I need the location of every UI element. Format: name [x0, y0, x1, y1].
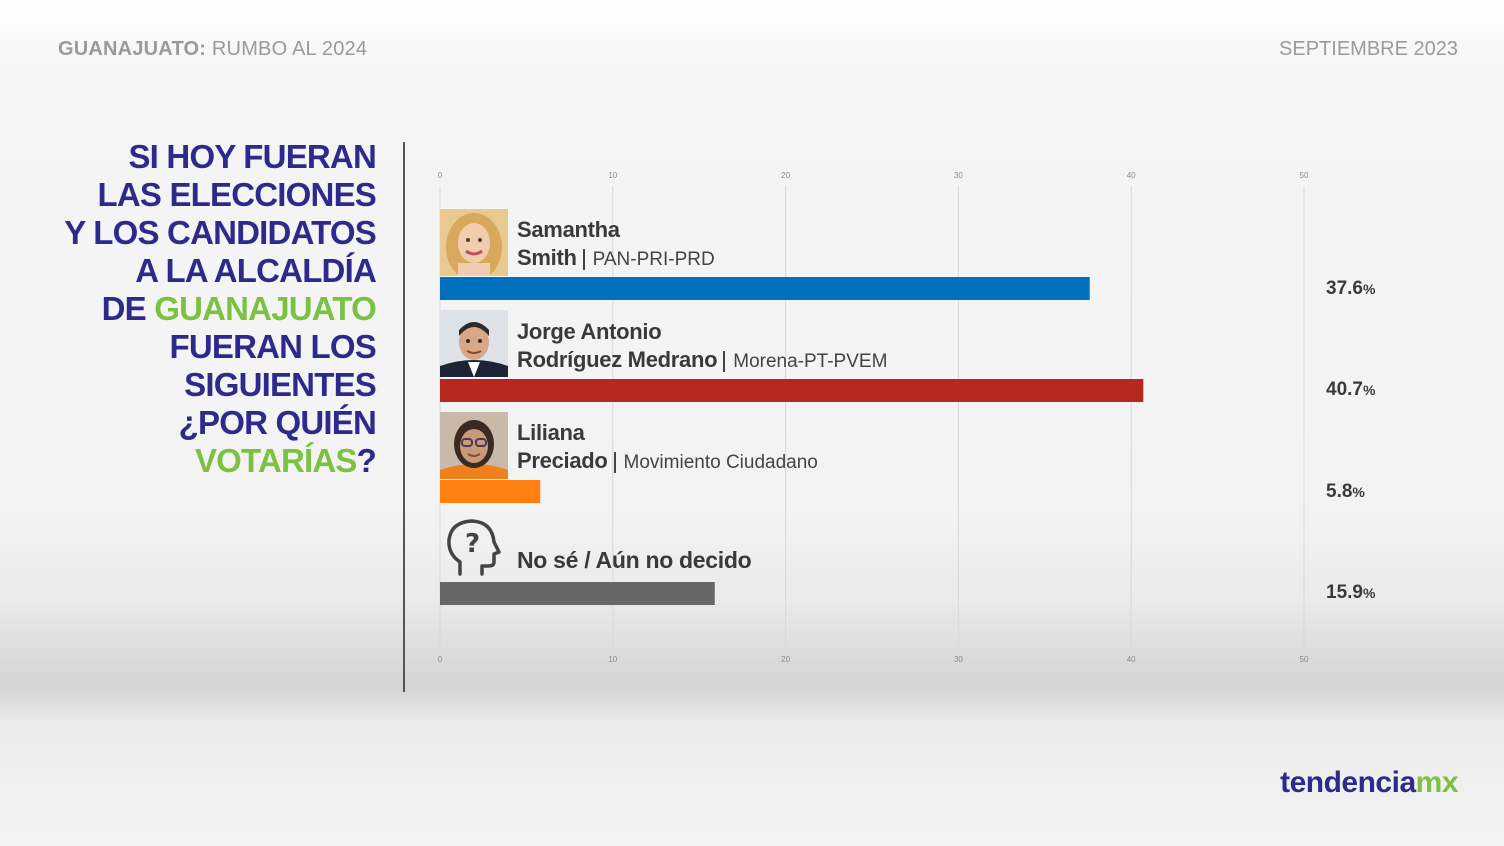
- question-line-8: ¿POR QUIÉN: [178, 404, 377, 441]
- candidate-last-name: Rodríguez Medrano: [517, 347, 718, 372]
- percentage-unit: %: [1362, 281, 1376, 297]
- bar-4: [440, 582, 715, 605]
- percentage-label-samantha: 37.6%: [1326, 278, 1375, 300]
- tick-label-bottom-0: 0: [438, 655, 443, 664]
- percentage-value: 40.7: [1326, 379, 1363, 400]
- tick-label-top-10: 10: [608, 171, 617, 180]
- percentage-unit: %: [1352, 484, 1365, 500]
- question-line-7: SIGUIENTES: [184, 366, 377, 403]
- head-question-icon: ?: [440, 516, 502, 578]
- percentage-value: 15.9: [1326, 582, 1363, 603]
- question-line-9: VOTARÍAS?: [36, 442, 377, 480]
- candidate-photo-jorge: [440, 310, 508, 377]
- question-line-5-b: GUANAJUATO: [154, 290, 377, 327]
- tick-label-top-20: 20: [781, 171, 790, 180]
- tick-label-top-0: 0: [438, 171, 443, 180]
- candidate-label-samantha: Samantha Smith PAN-PRI-PRD: [517, 216, 715, 274]
- header-subtitle: RUMBO AL 2024: [211, 38, 368, 60]
- candidate-party: Morena-PT-PVEM: [723, 351, 888, 372]
- bar-1: [440, 277, 1090, 300]
- tick-label-bottom-30: 30: [954, 655, 963, 664]
- percentage-unit: %: [1362, 585, 1376, 601]
- candidate-photo-samantha: [440, 209, 508, 276]
- candidate-party: Movimiento Ciudadano: [613, 452, 818, 473]
- percentage-value: 37.6: [1326, 278, 1363, 299]
- background-shade: [0, 600, 1504, 720]
- candidate-last-name: Smith: [517, 245, 577, 270]
- candidate-first-name: Liliana: [517, 420, 585, 445]
- question-line-9-b: ?: [356, 442, 377, 479]
- question-line-2: LAS ELECCIONES: [97, 176, 376, 213]
- question-line-6: FUERAN LOS: [169, 328, 376, 365]
- candidate-last-name: Preciado: [517, 448, 608, 473]
- tick-label-bottom-20: 20: [781, 655, 790, 664]
- tick-label-bottom-40: 40: [1127, 655, 1136, 664]
- tick-label-top-40: 40: [1127, 171, 1136, 180]
- candidate-first-name: Jorge Antonio: [517, 319, 662, 344]
- percentage-unit: %: [1362, 382, 1376, 398]
- question-line-1: SI HOY FUERAN: [128, 138, 376, 175]
- tick-label-top-50: 50: [1300, 171, 1309, 180]
- undecided-label: No sé / Aún no decido: [517, 547, 752, 573]
- bar-2: [440, 379, 1144, 402]
- percentage-label-jorge: 40.7%: [1326, 379, 1375, 401]
- tick-label-bottom-10: 10: [608, 655, 617, 664]
- brand-logo: tendenciamx: [1280, 766, 1458, 800]
- question-line-3: Y LOS CANDIDATOS: [64, 214, 377, 251]
- question-line-9-a: VOTARÍAS: [194, 442, 357, 479]
- candidate-photo-liliana: [440, 412, 508, 479]
- candidate-first-name: Samantha: [517, 217, 620, 242]
- tick-label-bottom-50: 50: [1300, 655, 1309, 664]
- header-title: GUANAJUATO: RUMBO AL 2024: [58, 38, 367, 61]
- tick-label-top-30: 30: [954, 171, 963, 180]
- vertical-divider: [403, 142, 405, 692]
- question-line-4: A LA ALCALDÍA: [135, 252, 377, 289]
- question-line-5: DE GUANAJUATO: [36, 290, 377, 328]
- percentage-label-undecided: 15.9%: [1326, 582, 1375, 604]
- question-line-5-a: DE: [101, 290, 147, 327]
- percentage-value: 5.8: [1326, 481, 1353, 502]
- brand-name: tendencia: [1280, 766, 1416, 799]
- brand-suffix: mx: [1415, 766, 1459, 799]
- survey-question: SI HOY FUERAN LAS ELECCIONES Y LOS CANDI…: [36, 138, 377, 480]
- candidate-party: PAN-PRI-PRD: [582, 249, 715, 270]
- percentage-label-liliana: 5.8%: [1326, 481, 1365, 503]
- header-region: GUANAJUATO:: [58, 38, 207, 60]
- candidate-label-jorge: Jorge Antonio Rodríguez Medrano Morena-PT…: [517, 318, 888, 376]
- chart-bars: [440, 277, 1144, 605]
- header-date: SEPTIEMBRE 2023: [1279, 38, 1458, 60]
- bar-3: [440, 480, 541, 503]
- candidate-label-liliana: Liliana Preciado Movimiento Ciudadano: [517, 419, 818, 477]
- svg-text:?: ?: [465, 529, 480, 559]
